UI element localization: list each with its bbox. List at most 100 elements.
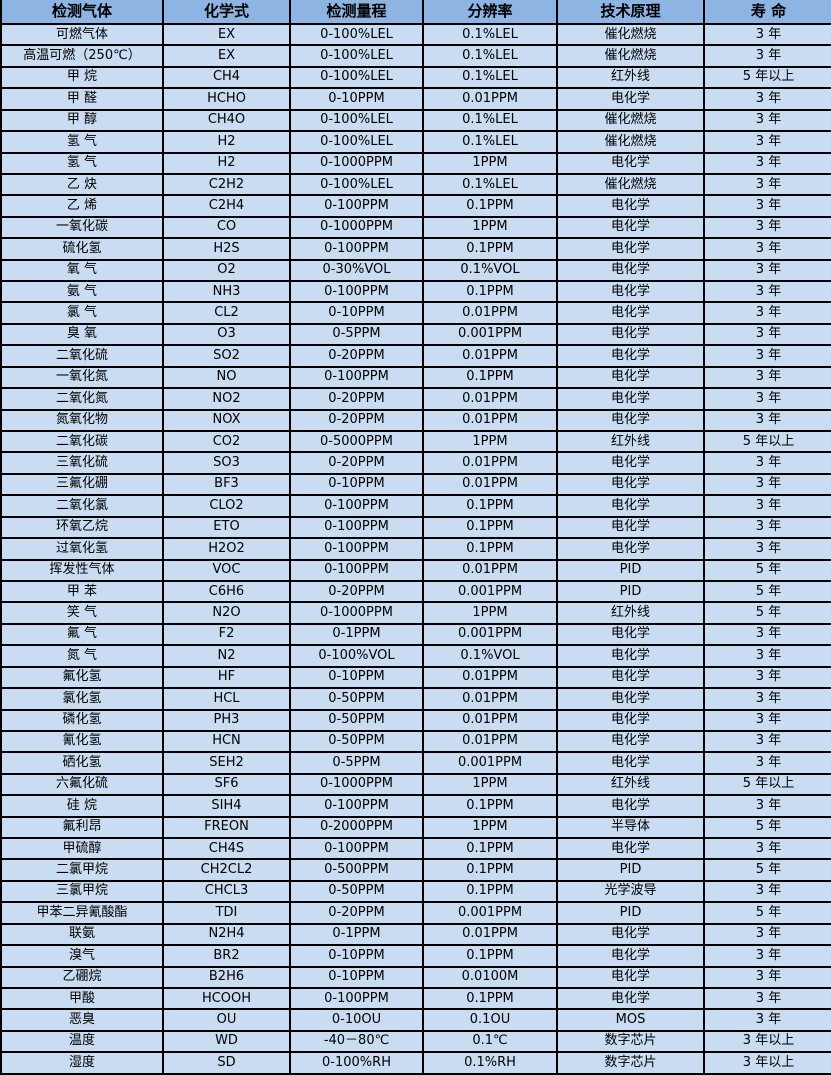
cell-formula: HCHO	[162, 87, 291, 111]
cell-range: 0-50PPM	[289, 687, 424, 711]
cell-resolution: 0.01PPM	[422, 301, 558, 325]
cell-formula: O2	[162, 258, 291, 283]
cell-resolution: 0.01PPM	[422, 708, 558, 732]
cell-formula: N2	[162, 644, 291, 668]
cell-range: 0-5PPM	[289, 322, 424, 347]
cell-resolution: 0.1PPM	[422, 858, 558, 882]
cell-resolution: 0.1OU	[422, 1008, 558, 1032]
cell-formula: CO2	[162, 429, 291, 454]
cell-range: 0-10PPM	[289, 87, 424, 111]
cell-gas: 联氨	[0, 922, 164, 947]
cell-gas: 硒化氢	[0, 751, 164, 775]
cell-formula: TDI	[162, 901, 291, 925]
cell-formula: PH3	[162, 708, 291, 732]
cell-resolution: 0.01PPM	[422, 472, 558, 497]
cell-gas: 氮氧化物	[0, 408, 164, 433]
cell-gas: 甲苯二异氰酸酯	[0, 901, 164, 925]
cell-lifespan: 3 年	[703, 944, 831, 968]
cell-formula: SO3	[162, 451, 291, 475]
cell-range: 0-30%VOL	[289, 258, 424, 283]
cell-range: 0-20PPM	[289, 901, 424, 925]
cell-resolution: 0.1%VOL	[422, 644, 558, 668]
cell-principle: 电化学	[556, 151, 705, 175]
cell-lifespan: 3 年	[703, 387, 831, 411]
cell-principle: 电化学	[556, 837, 705, 861]
table-row: 甲 醇 CH4O 0-100%LEL 0.1%LEL 催化燃烧 3 年	[0, 108, 831, 133]
cell-principle: 电化学	[556, 708, 705, 732]
cell-range: 0-100PPM	[289, 537, 424, 561]
cell-formula: B2H6	[162, 965, 291, 990]
cell-gas: 甲硫醇	[0, 837, 164, 861]
cell-gas: 臭 氧	[0, 322, 164, 347]
table-row: 硫化氢 H2S 0-100PPM 0.1PPM 电化学 3 年	[0, 237, 831, 261]
cell-resolution: 0.001PPM	[422, 322, 558, 347]
cell-principle: 电化学	[556, 644, 705, 668]
cell-formula: SIH4	[162, 794, 291, 818]
cell-range: 0-10PPM	[289, 665, 424, 690]
cell-lifespan: 3 年	[703, 644, 831, 668]
cell-range: 0-1000PPM	[289, 215, 424, 240]
cell-principle: 电化学	[556, 494, 705, 518]
cell-gas: 二氧化碳	[0, 429, 164, 454]
cell-resolution: 0.1%LEL	[422, 108, 558, 133]
table-row: 联氨 N2H4 0-1PPM 0.01PPM 电化学 3 年	[0, 922, 831, 947]
cell-lifespan: 3 年	[703, 494, 831, 518]
cell-resolution: 0.01PPM	[422, 387, 558, 411]
cell-principle: PID	[556, 858, 705, 882]
table-row: 可燃气体 EX 0-100%LEL 0.1%LEL 催化燃烧 3 年	[0, 22, 831, 47]
cell-formula: CH4S	[162, 837, 291, 861]
cell-lifespan: 5 年	[703, 901, 831, 925]
cell-range: 0-100%VOL	[289, 644, 424, 668]
column-header-formula: 化学式	[162, 0, 291, 25]
cell-lifespan: 3 年	[703, 87, 831, 111]
cell-resolution: 0.1PPM	[422, 237, 558, 261]
cell-formula: NO2	[162, 387, 291, 411]
cell-gas: 笑 气	[0, 601, 164, 625]
cell-resolution: 0.01PPM	[422, 344, 558, 368]
cell-resolution: 0.1PPM	[422, 986, 558, 1011]
cell-range: 0-10PPM	[289, 944, 424, 968]
cell-principle: 电化学	[556, 515, 705, 540]
cell-resolution: 0.01PPM	[422, 665, 558, 690]
cell-lifespan: 3 年	[703, 729, 831, 754]
cell-gas: 高温可燃（250℃）	[0, 44, 164, 68]
cell-gas: 甲 苯	[0, 579, 164, 604]
cell-lifespan: 5 年以上	[703, 429, 831, 454]
cell-formula: HF	[162, 665, 291, 690]
cell-lifespan: 3 年	[703, 879, 831, 904]
cell-formula: CH4O	[162, 108, 291, 133]
table-row: 三氧化硫 SO3 0-20PPM 0.01PPM 电化学 3 年	[0, 451, 831, 475]
table-row: 甲 醛 HCHO 0-10PPM 0.01PPM 电化学 3 年	[0, 87, 831, 111]
cell-lifespan: 3 年	[703, 130, 831, 154]
table-row: 甲 烷 CH4 0-100%LEL 0.1%LEL 红外线 5 年以上	[0, 65, 831, 90]
cell-range: 0-100PPM	[289, 558, 424, 582]
cell-principle: 催化燃烧	[556, 130, 705, 154]
cell-range: 0-20PPM	[289, 579, 424, 604]
cell-lifespan: 3 年	[703, 215, 831, 240]
cell-gas: 硅 烷	[0, 794, 164, 818]
cell-resolution: 0.1%LEL	[422, 22, 558, 47]
cell-gas: 一氧化碳	[0, 215, 164, 240]
column-header-gas: 检测气体	[0, 0, 164, 25]
cell-resolution: 0.01PPM	[422, 687, 558, 711]
cell-gas: 氮 气	[0, 644, 164, 668]
cell-lifespan: 3 年	[703, 172, 831, 197]
cell-range: 0-20PPM	[289, 344, 424, 368]
cell-range: 0-1PPM	[289, 922, 424, 947]
cell-gas: 二氧化氯	[0, 494, 164, 518]
cell-resolution: 0.1PPM	[422, 494, 558, 518]
cell-principle: 电化学	[556, 215, 705, 240]
cell-formula: H2O2	[162, 537, 291, 561]
table-row: 氢 气 H2 0-100%LEL 0.1%LEL 催化燃烧 3 年	[0, 130, 831, 154]
cell-principle: MOS	[556, 1008, 705, 1032]
table-row: 氨 气 NH3 0-100PPM 0.1PPM 电化学 3 年	[0, 280, 831, 304]
table-row: 乙 烯 C2H4 0-100PPM 0.1PPM 电化学 3 年	[0, 194, 831, 218]
table-row: 甲 苯 C6H6 0-20PPM 0.001PPM PID 5 年	[0, 579, 831, 604]
cell-resolution: 0.1%RH	[422, 1051, 558, 1075]
table-row: 甲酸 HCOOH 0-100PPM 0.1PPM 电化学 3 年	[0, 986, 831, 1011]
cell-resolution: 0.1PPM	[422, 837, 558, 861]
table-row: 硅 烷 SIH4 0-100PPM 0.1PPM 电化学 3 年	[0, 794, 831, 818]
table-row: 氧 气 O2 0-30%VOL 0.1%VOL 电化学 3 年	[0, 258, 831, 283]
cell-range: 0-100%LEL	[289, 44, 424, 68]
